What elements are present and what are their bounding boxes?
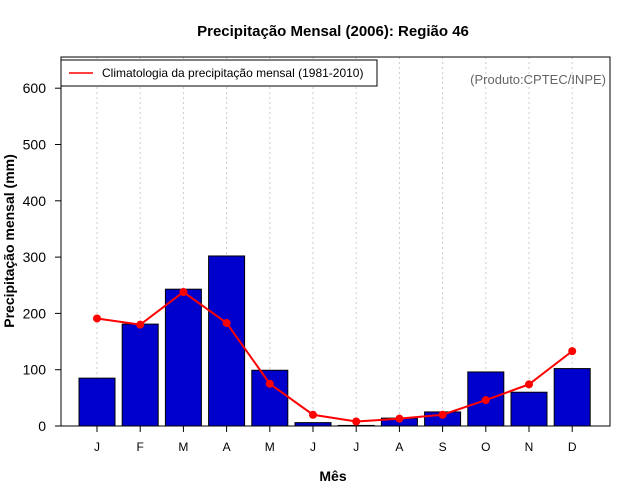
x-tick-label: S — [439, 440, 447, 454]
climatology-point-4 — [222, 318, 231, 327]
y-tick-label: 100 — [23, 362, 47, 378]
y-tick-label: 300 — [23, 249, 47, 265]
y-tick-label: 500 — [23, 137, 47, 153]
credit-annotation: (Produto:CPTEC/INPE) — [470, 72, 606, 87]
climatology-point-1 — [93, 314, 101, 323]
climatology-point-12 — [568, 347, 577, 356]
climatology-point-5 — [265, 379, 274, 388]
climatology-point-6 — [309, 410, 317, 419]
bar-3 — [164, 288, 202, 427]
x-tick-label: O — [481, 440, 490, 454]
x-tick-label: M — [265, 440, 275, 454]
x-tick-label: D — [568, 440, 577, 454]
y-axis: 0 100 200 300 400 500 600 — [23, 80, 62, 434]
y-axis-title: Precipitação mensal (mm) — [1, 154, 17, 328]
y-tick-label: 600 — [23, 80, 47, 96]
climatology-point-7 — [352, 417, 361, 426]
y-tick-label: 200 — [23, 305, 47, 321]
chart-title: Precipitação Mensal (2006): Região 46 — [197, 23, 469, 40]
x-tick-label: J — [353, 440, 359, 454]
x-axis-title: Mês — [319, 468, 346, 484]
bar-11 — [510, 391, 548, 427]
climatology-point-10 — [481, 396, 490, 405]
x-tick-label: J — [310, 440, 316, 454]
climatology-point-2 — [136, 320, 145, 329]
climatology-line — [93, 288, 577, 426]
x-tick-label: F — [137, 440, 144, 454]
legend: Climatologia da precipitação mensal (198… — [60, 59, 378, 87]
x-tick-label: M — [178, 440, 188, 454]
climatology-polyline — [96, 290, 573, 423]
y-tick-label: 0 — [38, 418, 46, 434]
grid-lines — [96, 57, 573, 426]
bar-1 — [78, 377, 116, 427]
bar-5 — [251, 369, 289, 427]
x-tick-label: N — [525, 440, 534, 454]
climatology-point-11 — [525, 380, 533, 389]
bar-2 — [121, 323, 159, 427]
climatology-point-8 — [395, 414, 404, 423]
x-tick-label: A — [223, 440, 231, 454]
legend-box — [60, 59, 378, 87]
climatology-point-9 — [438, 410, 447, 419]
bar-6 — [294, 422, 332, 427]
legend-label: Climatologia da precipitação mensal (198… — [102, 66, 363, 80]
x-tick-label: J — [94, 440, 100, 454]
y-tick-label: 400 — [23, 193, 47, 209]
bar-12 — [553, 368, 591, 427]
bars — [78, 255, 591, 427]
x-tick-label: A — [395, 440, 403, 454]
climatology-point-3 — [179, 288, 188, 297]
